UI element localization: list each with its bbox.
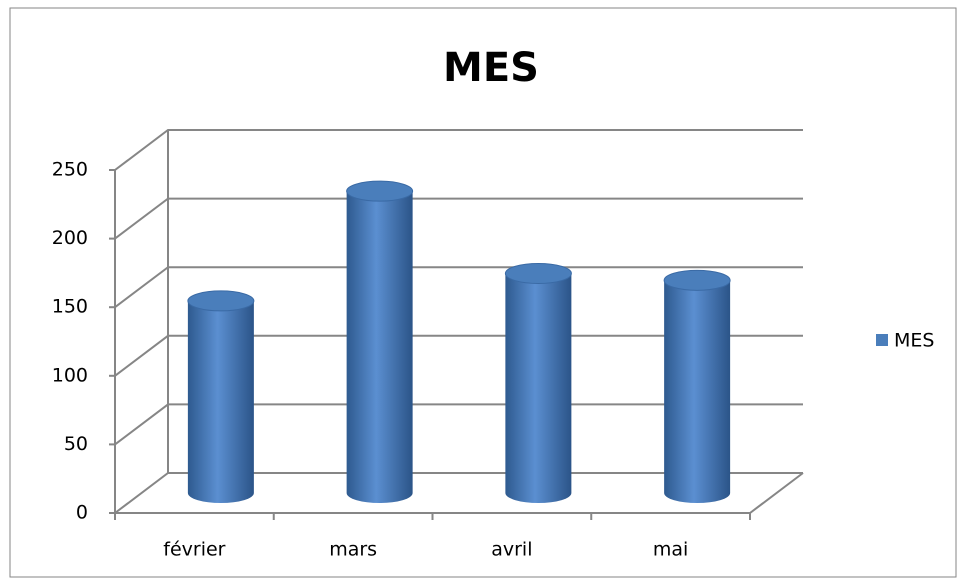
grid-line <box>114 403 803 446</box>
bar-top <box>504 262 572 284</box>
y-tick-label: 50 <box>64 433 88 455</box>
bar <box>505 273 572 503</box>
y-tick-label: 0 <box>76 502 88 524</box>
bar <box>346 191 413 503</box>
chart-title: MES <box>443 45 539 91</box>
legend-label: MES <box>894 330 934 352</box>
bar-top <box>663 269 731 291</box>
grid-line <box>114 129 803 171</box>
grid-line <box>114 472 803 514</box>
legend-swatch <box>876 334 888 346</box>
x-tick-label: mai <box>653 539 688 561</box>
y-tick-label: 200 <box>52 227 88 249</box>
grid-line <box>114 197 803 240</box>
bar <box>187 300 254 503</box>
y-tick-label: 250 <box>52 159 88 181</box>
bar-top <box>187 290 255 312</box>
bar-top <box>346 180 414 202</box>
x-tick-label: avril <box>491 539 532 561</box>
grid-line <box>114 266 803 308</box>
y-tick-label: 150 <box>52 296 88 318</box>
y-tick-label: 100 <box>52 364 88 386</box>
chart-border <box>9 7 957 578</box>
x-tick-label: mars <box>329 539 377 561</box>
bar <box>664 280 731 503</box>
x-tick-label: février <box>163 539 225 561</box>
grid-line <box>114 334 803 377</box>
